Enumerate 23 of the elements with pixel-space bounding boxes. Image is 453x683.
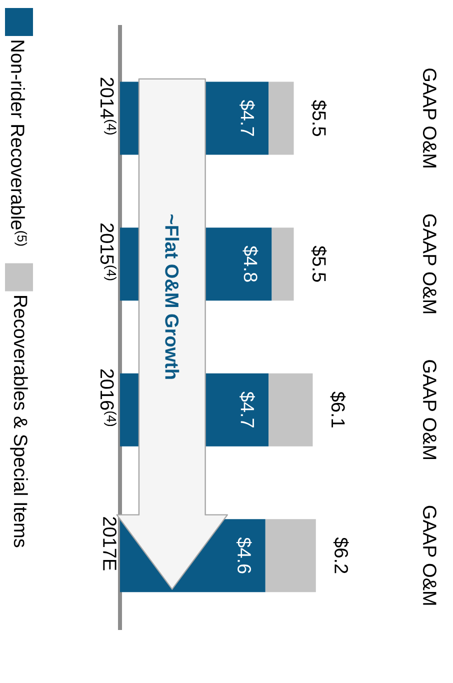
total-label: $6.1 bbox=[330, 392, 346, 428]
y-tick-label: 2014$^{(4)}$ bbox=[100, 78, 116, 134]
total-label: $5.5 bbox=[311, 100, 327, 136]
bar bbox=[268, 373, 313, 446]
y-tick-label: 2016$^{(4)}$ bbox=[100, 369, 116, 426]
text: GAAP O&M bbox=[422, 360, 436, 459]
data-label: $4.7 bbox=[240, 100, 255, 136]
bar bbox=[268, 82, 294, 155]
bar bbox=[272, 228, 294, 301]
legend-label: Recoverables & Special Items bbox=[10, 296, 28, 548]
data-label: $4.7 bbox=[240, 392, 255, 428]
total-label: $5.5 bbox=[311, 246, 327, 282]
bar bbox=[265, 519, 316, 592]
annotation: ~Flat O&M Growth bbox=[165, 214, 180, 379]
data-label: $4.6 bbox=[236, 537, 252, 574]
y-tick-label: 2017E bbox=[103, 517, 116, 570]
text: GAAP O&M bbox=[422, 214, 436, 314]
y-tick-label: 2015$^{(4)}$ bbox=[100, 224, 116, 280]
data-label: $4.8 bbox=[242, 246, 258, 282]
legend-label: Non-rider Recoverable$^{(5)}$ bbox=[10, 40, 28, 246]
text: GAAP O&M bbox=[422, 506, 436, 605]
text: GAAP O&M bbox=[422, 68, 436, 168]
total-label: $6.2 bbox=[333, 537, 349, 574]
